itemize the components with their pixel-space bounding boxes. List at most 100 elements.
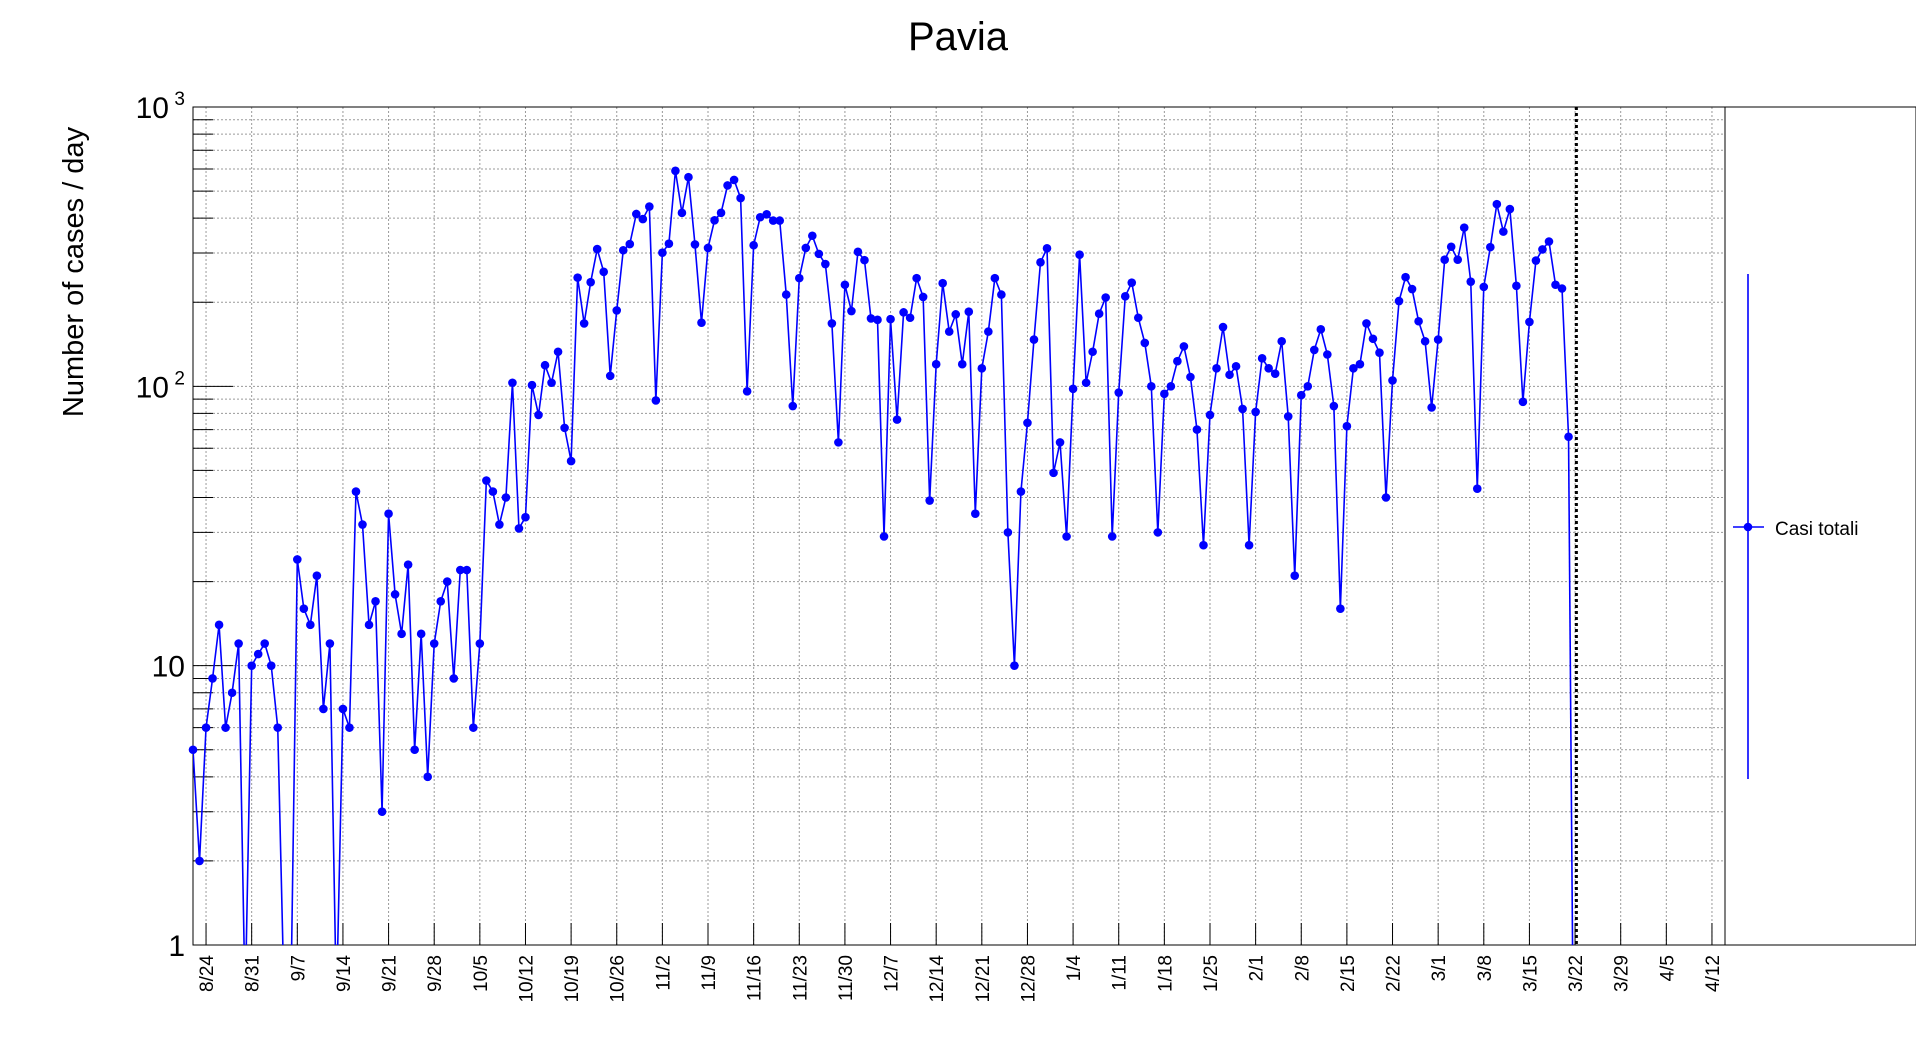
data-point (188, 745, 198, 755)
data-point (1290, 571, 1300, 580)
data-point (1225, 370, 1234, 380)
x-tick-label: 3/8 (1475, 955, 1496, 981)
data-point (827, 319, 837, 328)
data-point (1257, 354, 1267, 363)
data-point (1277, 336, 1286, 346)
data-point (312, 571, 322, 580)
data-point (723, 181, 732, 190)
data-point (214, 620, 224, 630)
data-point (1049, 468, 1058, 478)
data-point (788, 401, 798, 411)
data-point (814, 249, 824, 259)
data-point (521, 512, 530, 522)
data-point (612, 306, 622, 315)
data-point (260, 639, 270, 648)
data-point (508, 378, 517, 388)
legend: Casi totali (1733, 274, 1858, 779)
data-point (729, 175, 739, 185)
data-point (755, 212, 765, 222)
x-tick-label: 9/7 (288, 955, 309, 981)
x-tick-label: 2/22 (1384, 955, 1405, 992)
x-tick-label: 2/1 (1247, 955, 1268, 981)
data-point (1244, 540, 1254, 550)
data-point (1433, 335, 1443, 344)
data-point (1499, 227, 1508, 236)
x-tick-label: 12/14 (927, 955, 948, 1003)
data-point (1153, 528, 1163, 537)
data-point (1479, 282, 1489, 292)
data-point (1192, 425, 1202, 434)
data-point (1388, 376, 1397, 385)
data-point (1394, 296, 1404, 306)
data-point (1296, 390, 1306, 400)
x-tick-label: 1/11 (1110, 955, 1131, 991)
data-point (762, 209, 771, 219)
data-point (475, 639, 485, 648)
data-point (449, 674, 459, 683)
data-point (1551, 280, 1560, 290)
data-point (1166, 382, 1176, 391)
data-point (1127, 278, 1137, 287)
data-point (944, 327, 954, 336)
data-point (1173, 356, 1182, 366)
data-point (429, 639, 439, 648)
data-point (886, 314, 895, 324)
data-point (540, 360, 550, 370)
x-tick-label: 3/15 (1520, 955, 1541, 992)
y-axis-label: Number of cases / day (58, 126, 90, 417)
data-point (1368, 334, 1378, 344)
data-point (664, 239, 674, 249)
legend-label: Casi totali (1775, 519, 1858, 540)
data-point (351, 487, 361, 496)
data-point (377, 807, 387, 817)
data-point (1486, 242, 1495, 252)
data-point (273, 723, 283, 732)
data-point (1472, 484, 1482, 494)
data-point (455, 565, 465, 575)
data-point (1101, 293, 1110, 302)
data-point (1316, 325, 1326, 334)
data-point (671, 166, 680, 176)
data-point (912, 273, 921, 283)
data-point (1068, 384, 1078, 394)
series-casi-totali (188, 166, 1574, 945)
data-point (1440, 255, 1449, 265)
data-point (1114, 388, 1124, 397)
data-point (371, 596, 380, 606)
data-point (221, 723, 230, 732)
data-point (618, 245, 628, 255)
data-point (801, 243, 811, 253)
data-point (514, 524, 524, 533)
data-point (1238, 404, 1247, 414)
data-point (319, 704, 328, 714)
data-point (1264, 364, 1273, 373)
data-point (527, 380, 537, 390)
y-tick-label: 10 (136, 371, 169, 404)
x-tick-label: 3/29 (1612, 955, 1633, 992)
data-point (1107, 532, 1117, 541)
data-point (1531, 256, 1541, 265)
data-point (1512, 281, 1521, 291)
data-point (1459, 223, 1469, 232)
data-point (866, 314, 876, 323)
data-point (971, 509, 980, 518)
data-point (1133, 313, 1143, 323)
data-point (573, 273, 582, 282)
frames (192, 106, 1916, 946)
data-point (768, 216, 778, 225)
data-point (1251, 407, 1260, 417)
chart-title: Pavia (908, 15, 1009, 59)
data-point (1544, 237, 1554, 246)
data-point (358, 520, 367, 529)
data-point (469, 723, 478, 732)
x-tick-label: 2/15 (1338, 955, 1359, 992)
data-point (1414, 316, 1423, 326)
x-tick-label: 8/31 (243, 955, 264, 992)
series-line (193, 170, 1570, 945)
data-point (436, 596, 446, 606)
data-point (208, 674, 217, 683)
data-point (1023, 418, 1032, 428)
data-point (690, 240, 700, 249)
legend-frame (1724, 106, 1916, 946)
